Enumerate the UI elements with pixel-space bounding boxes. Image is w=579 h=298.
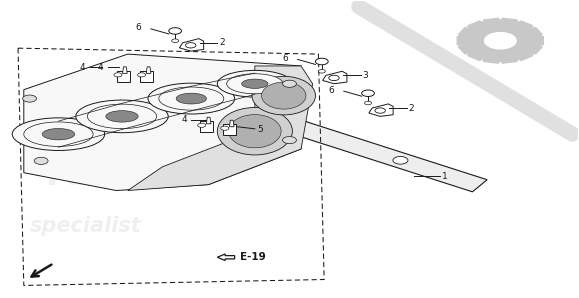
Ellipse shape: [241, 79, 268, 89]
Polygon shape: [323, 71, 347, 84]
Polygon shape: [514, 21, 533, 30]
Polygon shape: [217, 254, 234, 260]
Polygon shape: [369, 104, 393, 117]
Polygon shape: [178, 86, 487, 192]
Circle shape: [318, 69, 325, 73]
Polygon shape: [483, 56, 502, 63]
Text: 6: 6: [282, 54, 288, 63]
Circle shape: [362, 90, 375, 97]
Polygon shape: [179, 39, 204, 51]
Text: 5: 5: [258, 125, 263, 134]
Text: 3: 3: [362, 71, 368, 80]
Circle shape: [375, 108, 386, 113]
Polygon shape: [229, 120, 234, 127]
Circle shape: [114, 73, 122, 77]
Polygon shape: [499, 56, 517, 63]
Ellipse shape: [42, 128, 75, 140]
Circle shape: [171, 39, 178, 43]
Text: 1: 1: [442, 172, 448, 181]
Ellipse shape: [76, 100, 168, 133]
Polygon shape: [483, 18, 502, 25]
Polygon shape: [128, 66, 313, 190]
Ellipse shape: [176, 93, 207, 104]
Circle shape: [329, 75, 339, 80]
Polygon shape: [468, 51, 487, 60]
Ellipse shape: [262, 82, 306, 109]
Text: 6: 6: [135, 24, 141, 32]
Polygon shape: [459, 44, 475, 54]
Text: E-19: E-19: [240, 252, 266, 262]
Ellipse shape: [148, 83, 234, 114]
Ellipse shape: [87, 104, 157, 129]
Polygon shape: [533, 36, 543, 46]
Circle shape: [185, 43, 196, 48]
Polygon shape: [140, 71, 153, 82]
Circle shape: [197, 123, 206, 127]
Polygon shape: [206, 117, 211, 124]
Ellipse shape: [24, 122, 93, 146]
Polygon shape: [459, 28, 475, 38]
Text: 6: 6: [328, 86, 334, 95]
Ellipse shape: [106, 111, 138, 122]
Text: 4: 4: [80, 63, 86, 72]
Circle shape: [365, 101, 372, 105]
Text: 2: 2: [219, 38, 225, 47]
Polygon shape: [514, 51, 533, 60]
Ellipse shape: [159, 87, 224, 110]
Text: 4: 4: [182, 115, 187, 125]
Ellipse shape: [217, 70, 292, 97]
Text: 4: 4: [97, 63, 103, 72]
Circle shape: [283, 80, 296, 87]
Ellipse shape: [12, 118, 105, 150]
Polygon shape: [499, 18, 517, 25]
Ellipse shape: [227, 74, 283, 94]
Circle shape: [316, 58, 328, 65]
Circle shape: [23, 95, 36, 102]
Circle shape: [221, 126, 229, 130]
Circle shape: [393, 156, 408, 164]
Polygon shape: [116, 71, 130, 82]
Polygon shape: [24, 54, 301, 190]
Text: Parts: Parts: [47, 162, 135, 191]
Circle shape: [283, 136, 296, 144]
Text: 2: 2: [409, 104, 414, 113]
Polygon shape: [223, 124, 236, 135]
Ellipse shape: [217, 108, 292, 155]
Circle shape: [34, 157, 48, 164]
Circle shape: [466, 23, 534, 58]
Polygon shape: [146, 67, 151, 73]
Circle shape: [258, 113, 273, 121]
Polygon shape: [200, 121, 213, 132]
Polygon shape: [526, 44, 543, 54]
Polygon shape: [123, 67, 127, 73]
Ellipse shape: [229, 115, 281, 148]
Circle shape: [169, 28, 181, 34]
Polygon shape: [526, 28, 543, 38]
Text: specialist: specialist: [30, 216, 141, 236]
Circle shape: [138, 73, 146, 77]
Polygon shape: [457, 36, 467, 46]
Ellipse shape: [252, 76, 316, 115]
Circle shape: [485, 32, 516, 49]
Polygon shape: [468, 21, 487, 30]
